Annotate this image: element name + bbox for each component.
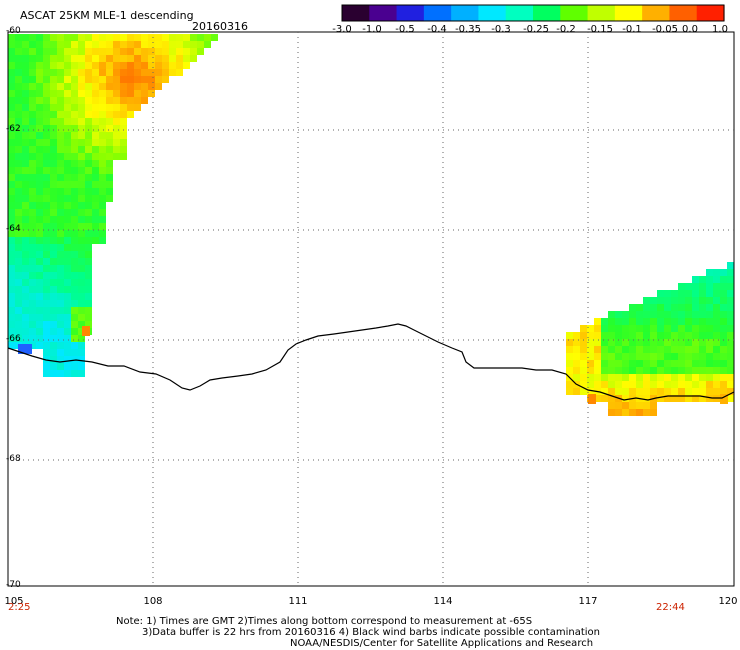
latitude-tick-label: -64 xyxy=(6,224,21,234)
antarctic-coastline xyxy=(7,323,735,401)
colorbar-swatch xyxy=(451,5,480,21)
colorbar-label: -0.35 xyxy=(455,24,481,35)
colorbar-label: -0.05 xyxy=(652,24,678,35)
latitude-tick-label: -66 xyxy=(6,334,21,344)
high-value-patch xyxy=(588,394,596,404)
longitude-tick-label: 108 xyxy=(143,596,163,607)
colorbar-label: -0.1 xyxy=(622,24,642,35)
colorbar-swatch xyxy=(396,5,425,21)
colorbar-swatch xyxy=(560,5,589,21)
map-date: 20160316 xyxy=(192,20,248,33)
swath-cells xyxy=(8,34,218,377)
colorbar-swatch xyxy=(587,5,616,21)
time-end: 22:44 xyxy=(656,602,685,613)
note-line-1: Note: 1) Times are GMT 2)Times along bot… xyxy=(116,616,533,627)
colorbar-label: 1.0 xyxy=(712,24,728,35)
colorbar-swatch xyxy=(505,5,534,21)
wind-data-swaths xyxy=(8,34,734,416)
colorbar-label: -0.2 xyxy=(556,24,576,35)
colorbar xyxy=(341,4,725,22)
colorbar-label: -1.0 xyxy=(362,24,382,35)
colorbar-swatch xyxy=(533,5,561,21)
longitude-tick-label: 114 xyxy=(433,596,453,607)
colorbar-swatch xyxy=(369,5,398,21)
colorbar-label: -0.4 xyxy=(427,24,447,35)
colorbar-label: -0.5 xyxy=(395,24,415,35)
credit-line: NOAA/NESDIS/Center for Satellite Applica… xyxy=(290,638,594,649)
note-line-2: 3)Data buffer is 22 hrs from 20160316 4)… xyxy=(142,627,600,638)
colorbar-label: 0.0 xyxy=(682,24,698,35)
colorbar-swatch xyxy=(423,5,452,21)
colorbar-swatch xyxy=(342,5,370,21)
colorbar-swatch xyxy=(478,5,507,21)
map-title: ASCAT 25KM MLE-1 descending xyxy=(20,9,194,22)
colorbar-swatch xyxy=(669,5,698,21)
latitude-tick-label: -60 xyxy=(6,26,21,36)
latitude-tick-label: -68 xyxy=(6,454,21,464)
latitude-tick-label: -70 xyxy=(6,580,21,590)
latitude-tick-label: -62 xyxy=(6,124,21,134)
colorbar-border xyxy=(341,4,725,22)
colorbar-label: -0.25 xyxy=(523,24,549,35)
longitude-tick-label: 120 xyxy=(718,596,738,607)
map-frame xyxy=(7,31,735,587)
colorbar-swatch xyxy=(642,5,671,21)
lat-lon-grid xyxy=(8,32,734,586)
colorbar-label: -0.15 xyxy=(587,24,613,35)
longitude-tick-label: 117 xyxy=(578,596,598,607)
colorbar-swatch xyxy=(614,5,643,21)
low-value-patch xyxy=(18,344,32,354)
colorbar-label: -0.3 xyxy=(491,24,511,35)
swath-cells xyxy=(566,262,734,416)
colorbar-label: -3.0 xyxy=(332,24,352,35)
time-start: 2:25 xyxy=(8,602,31,613)
longitude-tick-label: 111 xyxy=(288,596,308,607)
colorbar-swatch xyxy=(696,5,725,21)
high-value-patch xyxy=(82,326,90,336)
longitude-tick-label: 105 xyxy=(4,596,24,607)
high-value-patch xyxy=(720,394,728,404)
